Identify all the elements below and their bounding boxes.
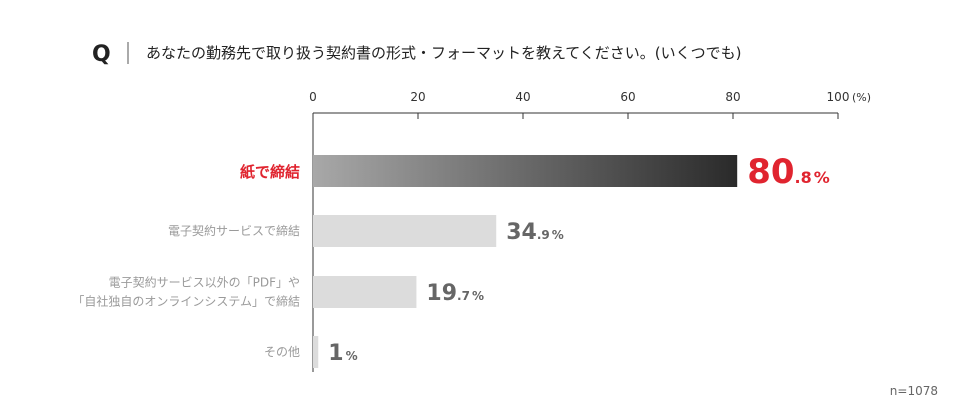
sample-size-note: n=1078 <box>890 384 938 398</box>
x-tick-label: 80 <box>725 90 740 104</box>
category-label: 電子契約サービス以外の「PDF」や <box>109 275 300 290</box>
bars <box>313 155 738 368</box>
value-label: 1% <box>328 341 357 366</box>
question-mark: Q <box>92 42 111 67</box>
category-label: 「自社独自のオンラインシステム」で締結 <box>72 294 300 309</box>
category-label: その他 <box>264 345 300 359</box>
bar <box>313 276 417 308</box>
x-tick-label: 20 <box>410 90 425 104</box>
bar <box>313 215 497 247</box>
bar <box>313 336 319 368</box>
x-tick-label: 60 <box>620 90 635 104</box>
x-tick-label: 100 <box>827 90 850 104</box>
value-label: 19.7% <box>426 281 484 306</box>
x-tick-label: 0 <box>309 90 317 104</box>
category-label: 紙で締結 <box>240 163 300 181</box>
x-tick-label: 40 <box>515 90 530 104</box>
bar <box>313 155 738 187</box>
question-text: あなたの勤務先で取り扱う契約書の形式・フォーマットを教えてください。(いくつでも… <box>146 44 742 62</box>
category-label: 電子契約サービスで締結 <box>168 223 300 238</box>
value-label: 80.8% <box>747 152 830 192</box>
value-labels: 80.8 % 34.9 % 19.7 % 1% <box>328 152 830 366</box>
value-label: 34.9% <box>506 220 564 245</box>
x-axis-unit: (%) <box>852 91 871 104</box>
category-labels: 紙で締結電子契約サービスで締結電子契約サービス以外の「PDF」や「自社独自のオン… <box>72 163 300 359</box>
